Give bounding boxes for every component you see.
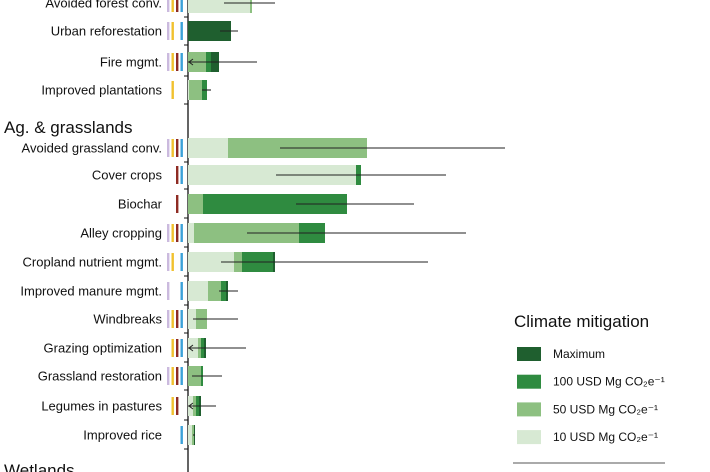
marker-yellow	[171, 253, 174, 271]
marker-yellow	[171, 224, 174, 242]
error-arrow	[188, 402, 194, 410]
marker-blue	[180, 253, 183, 271]
bar-segment-p50	[250, 0, 252, 13]
row-label: Biochar	[118, 197, 163, 212]
legend-label: 10 USD Mg CO₂e⁻¹	[553, 430, 658, 444]
marker-red	[176, 0, 179, 12]
marker-lavender	[167, 53, 170, 71]
legend-swatch-p10	[517, 430, 541, 445]
bar-segment-p10	[188, 80, 189, 100]
marker-blue	[180, 22, 183, 40]
marker-yellow	[171, 397, 174, 415]
row-label: Avoided forest conv.	[45, 0, 162, 11]
marker-yellow	[171, 53, 174, 71]
marker-lavender	[167, 253, 170, 271]
marker-red	[176, 224, 179, 242]
error-arrow	[188, 344, 194, 352]
legend-title: Climate mitigation	[514, 312, 649, 331]
group-header: Ag. & grasslands	[4, 118, 133, 137]
marker-red	[176, 139, 179, 157]
marker-red	[176, 166, 179, 184]
row-label: Legumes in pastures	[41, 399, 162, 414]
marker-blue	[180, 224, 183, 242]
marker-blue	[180, 166, 183, 184]
row-label: Cropland nutrient mgmt.	[23, 255, 162, 270]
marker-yellow	[171, 139, 174, 157]
bar-segment-p10	[188, 138, 228, 158]
marker-lavender	[167, 224, 170, 242]
bar-segment-p10	[188, 425, 192, 445]
row-label: Improved rice	[83, 428, 162, 443]
marker-lavender	[167, 367, 170, 385]
marker-yellow	[171, 81, 174, 99]
bar-segment-p10	[188, 0, 250, 13]
legend-swatch-p100	[517, 374, 541, 389]
marker-red	[176, 367, 179, 385]
legend-swatch-p50	[517, 402, 541, 417]
row-label: Grassland restoration	[38, 369, 162, 384]
row-label: Cover crops	[92, 168, 163, 183]
marker-blue	[180, 339, 183, 357]
row-label: Improved manure mgmt.	[20, 284, 162, 299]
bar-segment-p10	[188, 309, 196, 329]
marker-lavender	[167, 282, 170, 300]
marker-lavender	[167, 310, 170, 328]
legend-label: 100 USD Mg CO₂e⁻¹	[553, 375, 665, 389]
marker-red	[176, 53, 179, 71]
marker-yellow	[171, 0, 174, 12]
row-label: Alley cropping	[80, 226, 162, 241]
marker-red	[176, 195, 179, 213]
marker-yellow	[171, 310, 174, 328]
row-label: Grazing optimization	[44, 341, 163, 356]
legend-label: 50 USD Mg CO₂e⁻¹	[553, 402, 658, 416]
row-label: Urban reforestation	[51, 24, 162, 39]
bar-segment-p10	[188, 223, 194, 243]
marker-red	[176, 397, 179, 415]
group-header: Wetlands	[4, 461, 75, 472]
legend-label: Maximum	[553, 347, 605, 361]
bar-segment-p50	[208, 281, 221, 301]
row-label: Fire mgmt.	[100, 55, 162, 70]
marker-blue	[180, 310, 183, 328]
marker-lavender	[167, 0, 170, 12]
marker-yellow	[171, 339, 174, 357]
error-arrow	[188, 58, 194, 66]
marker-blue	[180, 53, 183, 71]
marker-blue	[180, 139, 183, 157]
marker-red	[176, 310, 179, 328]
bar-segment-p100	[203, 194, 347, 214]
marker-blue	[180, 282, 183, 300]
bar-segment-max	[188, 21, 231, 41]
row-label: Improved plantations	[41, 83, 162, 98]
bar-segment-p50	[189, 80, 202, 100]
marker-blue	[180, 426, 183, 444]
legend-swatch-max	[517, 347, 541, 361]
bar-segment-p50	[194, 223, 299, 243]
marker-lavender	[167, 22, 170, 40]
bar-segment-p10	[188, 281, 208, 301]
marker-yellow	[171, 367, 174, 385]
marker-red	[176, 339, 179, 357]
row-label: Windbreaks	[93, 312, 162, 327]
marker-blue	[180, 367, 183, 385]
bar-segment-p10	[188, 165, 356, 185]
marker-blue	[180, 0, 183, 12]
marker-lavender	[167, 139, 170, 157]
row-label: Avoided grassland conv.	[22, 141, 162, 156]
bar-segment-p50	[188, 194, 203, 214]
marker-yellow	[171, 22, 174, 40]
bar-segment-p10	[188, 252, 234, 272]
